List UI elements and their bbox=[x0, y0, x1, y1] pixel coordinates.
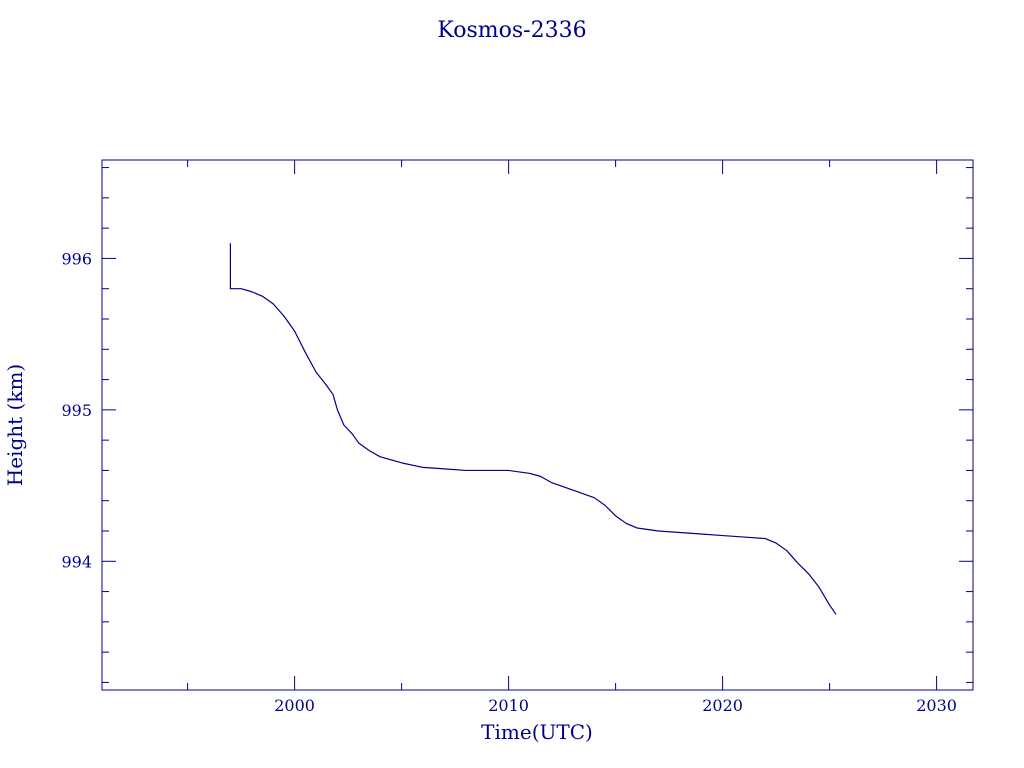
y-axis-label: Height (km) bbox=[3, 364, 27, 486]
axis-ticks bbox=[102, 160, 973, 690]
axis-tick-labels: 2000 2010 2020 2030 994 995 996 bbox=[61, 249, 957, 715]
plot-frame bbox=[101, 159, 974, 691]
series-group bbox=[229, 243, 837, 615]
x-axis-label: Time(UTC) bbox=[481, 720, 593, 744]
y-tick-label: 996 bbox=[61, 249, 92, 268]
y-tick-label: 994 bbox=[61, 552, 92, 571]
chart-title: Kosmos-2336 bbox=[437, 18, 586, 43]
x-tick-label: 2020 bbox=[702, 696, 743, 715]
height-series-line bbox=[229, 243, 837, 615]
x-tick-label: 2000 bbox=[274, 696, 315, 715]
x-tick-label: 2010 bbox=[488, 696, 529, 715]
y-tick-label: 995 bbox=[61, 401, 92, 420]
x-tick-label: 2030 bbox=[916, 696, 957, 715]
